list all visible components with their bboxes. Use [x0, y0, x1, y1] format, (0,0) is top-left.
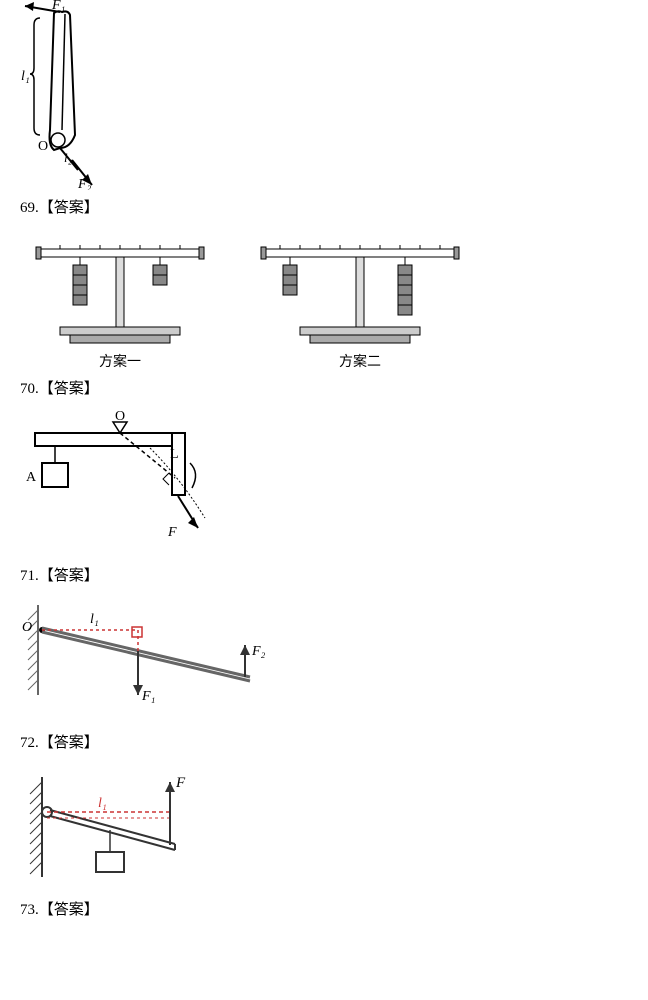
q72-F: F: [175, 775, 186, 791]
q69-scheme1: 方案一: [30, 227, 210, 371]
forearm-svg: F₁ l₁ O l₂ F₂: [20, 0, 120, 190]
diagram-forearm: F₁ l₁ O l₂ F₂: [20, 0, 628, 190]
q71-label: 71.【答案】: [20, 564, 628, 585]
q69-label: 69.【答案】: [20, 196, 628, 217]
q70-label: 70.【答案】: [20, 377, 628, 398]
q70-F: F: [167, 525, 177, 540]
q70-diagram: O A L F: [20, 408, 628, 558]
q70-O: O: [115, 409, 125, 424]
q69-scheme2: 方案二: [260, 227, 460, 371]
q71-F1: F₁: [141, 689, 155, 704]
q72-diagram: l₁ F: [20, 762, 628, 892]
label-O: O: [38, 139, 48, 154]
q69-caption1: 方案一: [30, 351, 210, 371]
label-l2: l₂: [64, 150, 73, 165]
q71-O: O: [22, 620, 32, 635]
label-F1: F₁: [51, 0, 65, 13]
q70-A: A: [26, 470, 37, 485]
q71-diagram: O l₁ F₁ F₂: [20, 595, 628, 725]
label-l1: l₁: [21, 69, 30, 84]
q73-label: 73.【答案】: [20, 898, 628, 919]
q70-L: L: [170, 447, 179, 462]
q69-diagrams: 方案一: [30, 227, 628, 371]
q72-l1: l₁: [98, 796, 107, 811]
label-F2: F₂: [77, 177, 92, 190]
q72-label: 72.【答案】: [20, 731, 628, 752]
q71-F2: F₂: [251, 644, 266, 659]
q71-l1: l₁: [90, 612, 99, 627]
q69-caption2: 方案二: [260, 351, 460, 371]
